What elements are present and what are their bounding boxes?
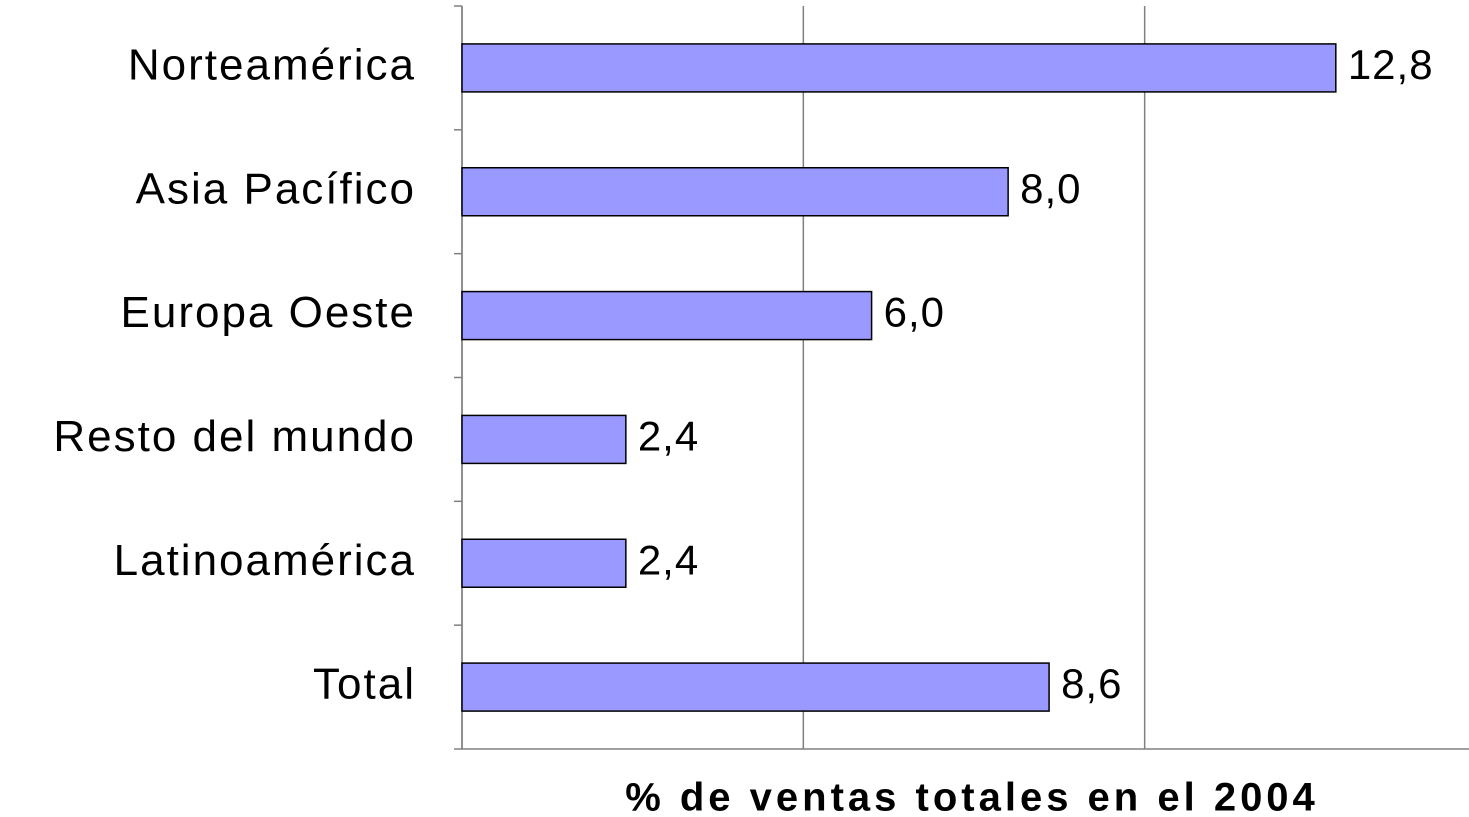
y-tick-label: Europa Oeste [121, 288, 417, 337]
bar [461, 290, 873, 341]
data-label: 8,6 [1061, 660, 1122, 707]
x-axis-title: % de ventas totales en el 2004 [625, 776, 1319, 817]
data-label: 12,8 [1348, 41, 1434, 88]
y-tick-label: Asia Pacífico [136, 164, 416, 213]
bar [461, 167, 1009, 217]
y-tick-label: Norteamérica [128, 41, 416, 90]
data-label: 2,4 [638, 536, 699, 583]
data-label: 2,4 [638, 413, 699, 460]
bar [461, 538, 627, 588]
data-label: 8,0 [1020, 165, 1081, 212]
y-tick-label: Total [313, 660, 416, 709]
data-label: 6,0 [884, 289, 945, 336]
bar [461, 662, 1050, 712]
y-tick-label: Resto del mundo [53, 412, 416, 461]
bar [461, 414, 627, 465]
bar [461, 43, 1337, 93]
y-tick-label: Latinoamérica [114, 536, 416, 585]
